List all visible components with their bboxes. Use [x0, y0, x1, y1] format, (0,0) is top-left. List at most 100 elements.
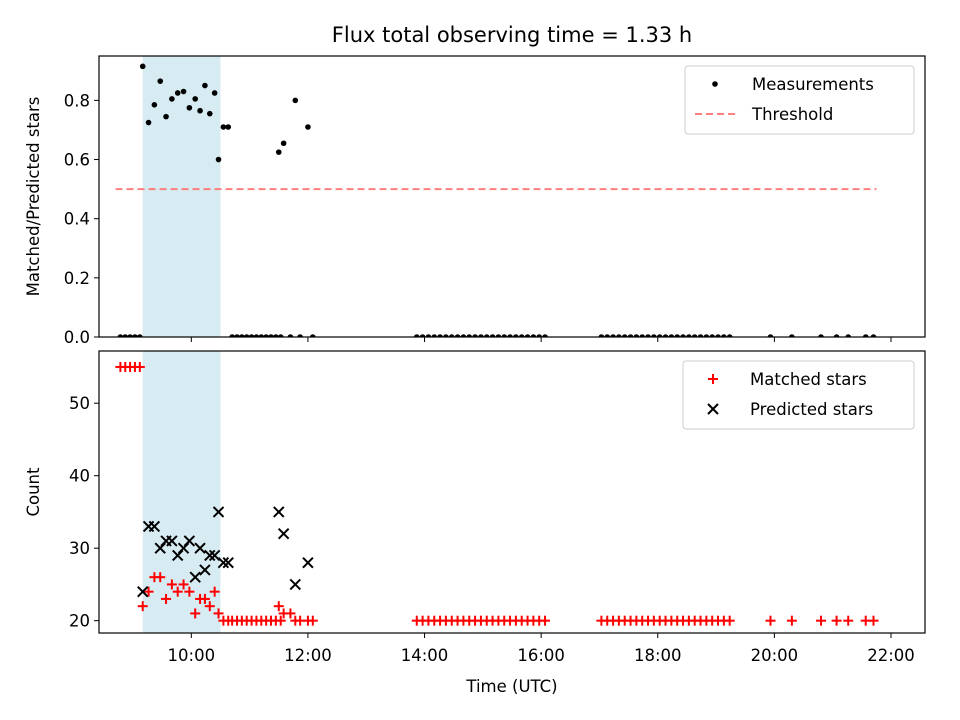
- data-marker: [194, 542, 206, 554]
- data-point: [243, 334, 250, 337]
- x-tick-label: 16:00: [517, 646, 565, 665]
- data-point: [297, 334, 303, 337]
- y-tick-label: 50: [69, 394, 90, 413]
- data-point: [132, 334, 138, 337]
- axes-frame: [98, 55, 926, 338]
- data-point: [656, 334, 663, 337]
- data-marker: [184, 586, 195, 597]
- data-marker: [302, 556, 314, 569]
- legend-box: [684, 65, 915, 135]
- data-marker: [177, 542, 190, 554]
- x-axis-label: Time (UTC): [465, 677, 557, 696]
- data-point: [309, 334, 316, 337]
- observing-interval-shade: [142, 351, 221, 633]
- data-point: [145, 119, 152, 126]
- data-point: [645, 334, 651, 337]
- data-point: [443, 334, 449, 337]
- data-marker: [222, 556, 234, 569]
- legend-box: [682, 360, 915, 430]
- legend-label: Threshold: [751, 105, 833, 124]
- data-point: [413, 334, 420, 337]
- data-point: [197, 107, 203, 114]
- data-point: [633, 334, 640, 337]
- x-tick-label: 14:00: [401, 646, 449, 665]
- legend-marker: [712, 81, 718, 87]
- data-point: [192, 96, 199, 102]
- data-marker: [273, 506, 285, 518]
- data-point: [697, 334, 704, 337]
- data-point: [662, 334, 669, 337]
- data-point: [715, 334, 721, 337]
- data-point: [163, 113, 169, 120]
- legend: Matched stars Predicted stars: [682, 360, 915, 430]
- data-point: [229, 334, 235, 337]
- data-marker: [143, 586, 154, 597]
- y-axis-label: Matched/Predicted stars: [24, 97, 43, 297]
- data-point: [202, 82, 208, 89]
- data-point: [211, 90, 218, 96]
- data-point: [536, 334, 543, 337]
- panel-2: 20 30 40 50 10:00 12:00 14:00 16:00 18:00 20:00 22…: [24, 350, 926, 696]
- data-marker: [209, 586, 220, 597]
- data-marker: [204, 601, 215, 612]
- data-point: [767, 334, 774, 337]
- data-point: [239, 334, 245, 337]
- data-marker: [137, 601, 148, 612]
- data-point: [157, 78, 164, 84]
- data-marker: [786, 615, 797, 626]
- data-marker: [134, 361, 145, 372]
- legend-label: Matched stars: [750, 370, 867, 389]
- data-point: [258, 334, 265, 337]
- data-marker: [307, 615, 318, 626]
- data-point: [668, 334, 675, 337]
- data-point: [117, 334, 124, 337]
- data-point: [507, 334, 513, 337]
- data-marker: [816, 615, 827, 626]
- data-point: [639, 334, 646, 337]
- legend-marker: [708, 374, 718, 384]
- data-marker: [273, 601, 284, 612]
- x-tick-label: 20:00: [751, 646, 799, 665]
- data-point: [833, 334, 840, 337]
- predicted-stars-series: [137, 506, 314, 598]
- data-marker: [155, 572, 166, 583]
- y-tick-label: 20: [69, 612, 90, 631]
- data-point: [627, 334, 634, 337]
- y-tick-label: 0.8: [64, 91, 90, 110]
- x-tick-label: 18:00: [634, 646, 682, 665]
- legend-marker: [707, 403, 719, 415]
- data-point: [870, 334, 877, 337]
- legend-label: Measurements: [752, 75, 874, 94]
- data-marker: [154, 542, 166, 554]
- data-point: [845, 334, 852, 337]
- x-tick-label: 22:00: [867, 646, 915, 665]
- legend: Measurements Threshold: [684, 65, 915, 135]
- data-point: [186, 104, 193, 111]
- data-point: [419, 334, 426, 337]
- data-point: [495, 334, 502, 337]
- data-point: [674, 334, 680, 337]
- y-tick-label: 30: [69, 539, 90, 558]
- data-point: [598, 334, 605, 337]
- x-tick-label: 10:00: [168, 646, 216, 665]
- data-point: [691, 334, 698, 337]
- data-point: [206, 110, 213, 117]
- data-marker: [166, 579, 177, 590]
- data-point: [489, 334, 496, 337]
- data-point: [709, 334, 715, 337]
- data-marker: [724, 615, 735, 626]
- legend-label: Predicted stars: [750, 400, 873, 419]
- data-point: [234, 334, 240, 337]
- data-marker: [285, 608, 296, 619]
- data-marker: [199, 564, 211, 576]
- data-point: [305, 124, 311, 130]
- data-point: [513, 334, 519, 337]
- data-point: [524, 334, 531, 337]
- data-marker: [277, 527, 290, 540]
- data-point: [680, 334, 686, 337]
- data-point: [268, 334, 274, 337]
- data-point: [472, 334, 478, 337]
- data-point: [263, 334, 269, 337]
- data-point: [789, 334, 795, 337]
